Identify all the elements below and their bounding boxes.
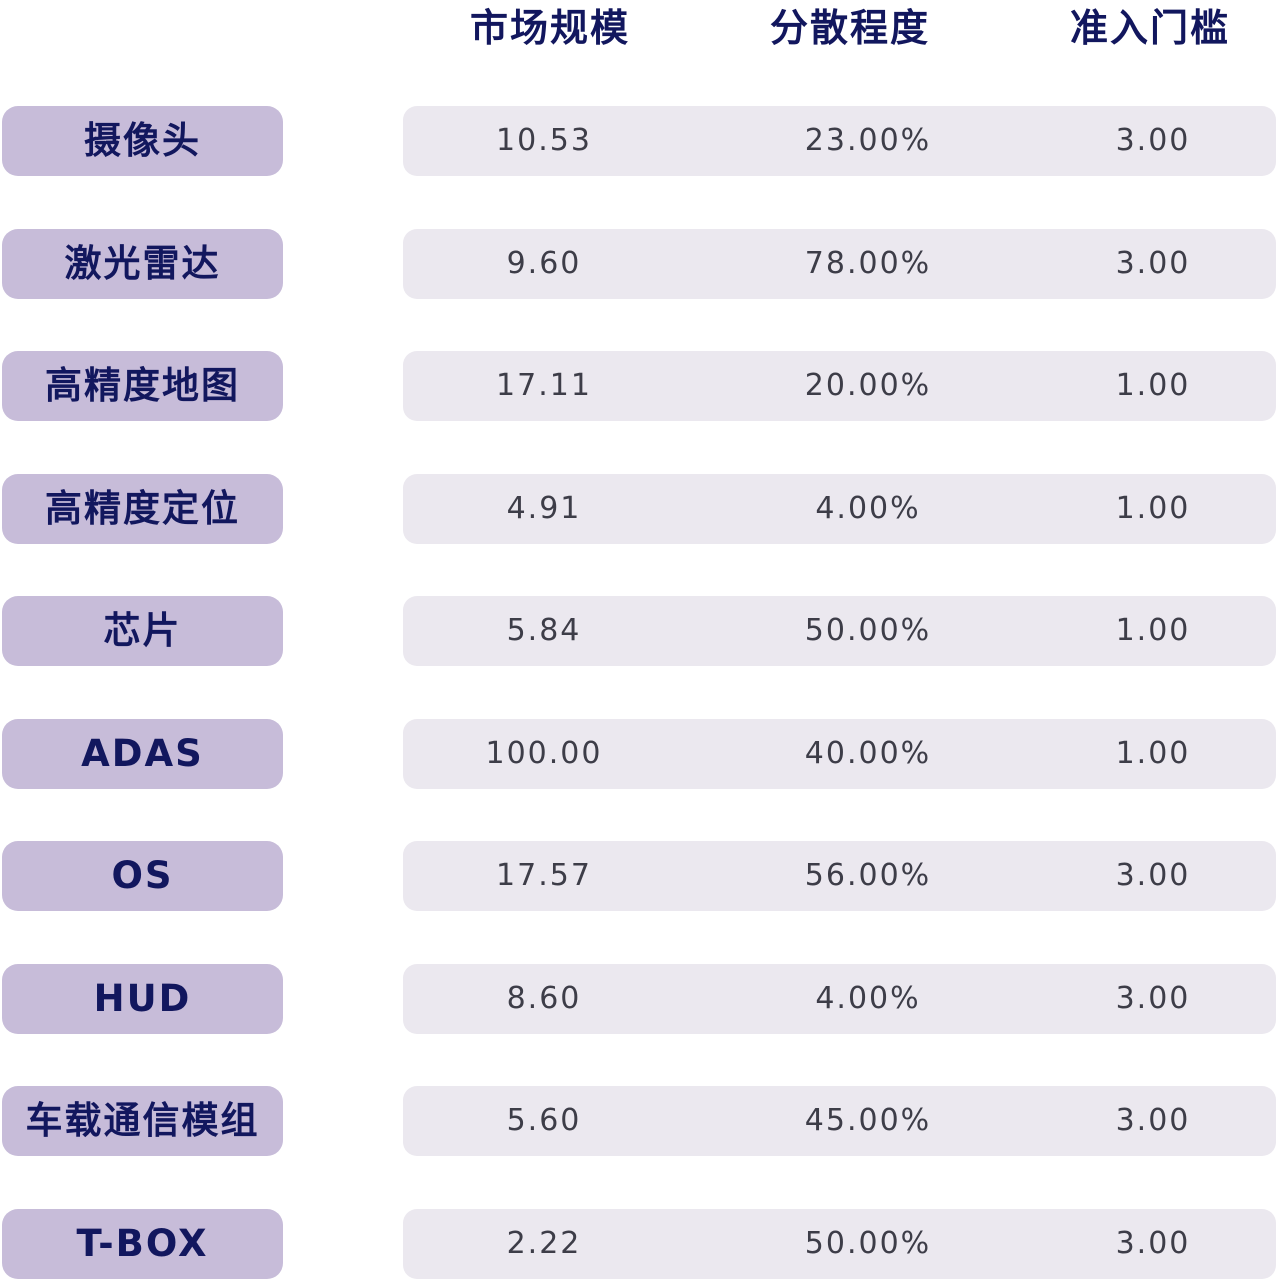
row-value-band <box>403 964 1276 1034</box>
market-size-cell: 100.00 <box>485 736 603 771</box>
table-row: 车载通信模组 5.60 45.00% 3.00 <box>0 1086 1276 1156</box>
row-value-band <box>403 106 1276 176</box>
market-size-cell: 17.11 <box>496 368 592 403</box>
row-value-band <box>403 1086 1276 1156</box>
dispersion-cell: 56.00% <box>804 858 932 893</box>
entry-barrier-cell: 3.00 <box>1115 123 1191 158</box>
market-size-cell: 9.60 <box>506 246 582 281</box>
row-label: 摄像头 <box>2 106 283 176</box>
entry-barrier-cell: 1.00 <box>1115 368 1191 403</box>
column-header-dispersion: 分散程度 <box>769 6 930 50</box>
entry-barrier-cell: 3.00 <box>1115 858 1191 893</box>
entry-barrier-cell: 3.00 <box>1115 1226 1191 1261</box>
table-row: HUD 8.60 4.00% 3.00 <box>0 964 1276 1034</box>
row-value-band <box>403 474 1276 544</box>
row-label: 激光雷达 <box>2 229 283 299</box>
table-row: T-BOX 2.22 50.00% 3.00 <box>0 1209 1276 1279</box>
market-size-cell: 5.60 <box>506 1103 582 1138</box>
table-row: OS 17.57 56.00% 3.00 <box>0 841 1276 911</box>
entry-barrier-cell: 1.00 <box>1115 736 1191 771</box>
row-value-band <box>403 351 1276 421</box>
row-label: 车载通信模组 <box>2 1086 283 1156</box>
table-row: 激光雷达 9.60 78.00% 3.00 <box>0 229 1276 299</box>
dispersion-cell: 50.00% <box>804 613 932 648</box>
table-row: 摄像头 10.53 23.00% 3.00 <box>0 106 1276 176</box>
row-label: 高精度定位 <box>2 474 283 544</box>
entry-barrier-cell: 3.00 <box>1115 1103 1191 1138</box>
row-label: OS <box>2 841 283 911</box>
market-size-cell: 17.57 <box>496 858 592 893</box>
row-value-band <box>403 596 1276 666</box>
entry-barrier-cell: 3.00 <box>1115 981 1191 1016</box>
dispersion-cell: 50.00% <box>804 1226 932 1261</box>
dispersion-cell: 4.00% <box>815 491 921 526</box>
row-label: 高精度地图 <box>2 351 283 421</box>
dispersion-cell: 23.00% <box>804 123 932 158</box>
market-size-cell: 2.22 <box>506 1226 582 1261</box>
table-row: 芯片 5.84 50.00% 1.00 <box>0 596 1276 666</box>
column-header-entry-barrier: 准入门槛 <box>1069 6 1230 50</box>
row-value-band <box>403 841 1276 911</box>
row-value-band <box>403 1209 1276 1279</box>
table-row: 高精度地图 17.11 20.00% 1.00 <box>0 351 1276 421</box>
market-size-cell: 10.53 <box>496 123 592 158</box>
table-row: ADAS 100.00 40.00% 1.00 <box>0 719 1276 789</box>
dispersion-cell: 20.00% <box>804 368 932 403</box>
entry-barrier-cell: 3.00 <box>1115 246 1191 281</box>
entry-barrier-cell: 1.00 <box>1115 613 1191 648</box>
row-label: 芯片 <box>2 596 283 666</box>
entry-barrier-cell: 1.00 <box>1115 491 1191 526</box>
row-label: T-BOX <box>2 1209 283 1279</box>
dispersion-cell: 40.00% <box>804 736 932 771</box>
dispersion-cell: 4.00% <box>815 981 921 1016</box>
row-value-band <box>403 719 1276 789</box>
market-size-cell: 8.60 <box>506 981 582 1016</box>
row-label: HUD <box>2 964 283 1034</box>
dispersion-cell: 78.00% <box>804 246 932 281</box>
market-size-cell: 5.84 <box>506 613 582 648</box>
row-value-band <box>403 229 1276 299</box>
column-header-market-size: 市场规模 <box>469 6 630 50</box>
table-row: 高精度定位 4.91 4.00% 1.00 <box>0 474 1276 544</box>
dispersion-cell: 45.00% <box>804 1103 932 1138</box>
row-label: ADAS <box>2 719 283 789</box>
market-size-cell: 4.91 <box>506 491 582 526</box>
